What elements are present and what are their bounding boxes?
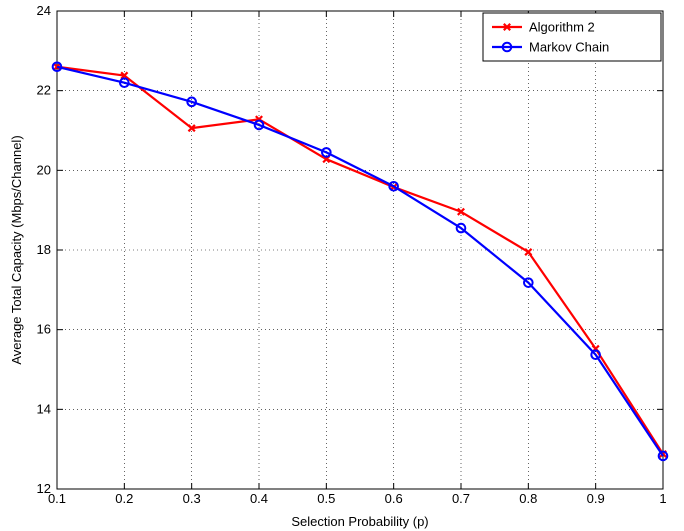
y-axis-title: Average Total Capacity (Mbps/Channel)	[9, 135, 24, 364]
y-axis-tick-labels: 12 14 16 18 20 22 24	[37, 3, 51, 496]
x-tick-label: 0.3	[183, 491, 201, 506]
x-tick-label: 0.4	[250, 491, 268, 506]
x-tick-label: 1	[659, 491, 666, 506]
x-axis-title: Selection Probability (p)	[291, 514, 428, 529]
legend-item-markov-chain: Markov Chain	[492, 40, 609, 55]
data-point-markov-chain	[186, 96, 197, 108]
x-tick-label: 0.8	[519, 491, 537, 506]
legend-item-algorithm-2: Algorithm 2	[492, 20, 595, 35]
legend: Algorithm 2 Markov Chain	[482, 12, 662, 62]
y-tick-label: 16	[37, 322, 51, 337]
legend-label-algorithm-2: Algorithm 2	[529, 20, 595, 35]
data-series	[51, 61, 669, 462]
legend-label-markov-chain: Markov Chain	[529, 40, 609, 55]
data-point-markov-chain	[657, 450, 669, 462]
series-line-algorithm-2	[56, 65, 664, 455]
x-tick-label: 0.2	[115, 491, 133, 506]
legend-marker-markov-chain	[501, 41, 513, 53]
data-point-markov-chain	[253, 119, 265, 131]
x-tick-label: 0.7	[452, 491, 470, 506]
data-point-markov-chain	[523, 277, 534, 288]
legend-items: Algorithm 2 Markov Chain	[492, 20, 609, 55]
grid-lines	[57, 11, 663, 489]
data-point-markov-chain	[455, 222, 467, 234]
x-tick-label: 0.1	[48, 491, 66, 506]
series-line-markov-chain	[56, 65, 664, 457]
x-axis-tick-labels: 0.1 0.2 0.3 0.4 0.5 0.6 0.7 0.8 0.9 1	[48, 491, 667, 506]
axis-ticks	[56, 10, 664, 490]
data-point-algorithm-2	[53, 62, 61, 71]
series-markov-chain	[51, 61, 669, 462]
y-tick-label: 12	[37, 481, 51, 496]
data-point-markov-chain	[590, 349, 601, 361]
data-point-algorithm-2	[457, 207, 465, 216]
x-tick-label: 0.9	[587, 491, 605, 506]
y-tick-label: 22	[37, 83, 51, 98]
data-point-algorithm-2	[120, 71, 129, 80]
legend-box	[482, 12, 662, 62]
data-point-algorithm-2	[524, 248, 533, 256]
y-tick-label: 18	[37, 242, 51, 257]
data-point-markov-chain	[51, 61, 63, 73]
x-tick-label: 0.6	[385, 491, 403, 506]
data-point-markov-chain	[321, 147, 332, 158]
y-tick-label: 14	[37, 401, 51, 416]
data-point-markov-chain	[119, 77, 130, 88]
legend-marker-algorithm-2	[503, 23, 511, 31]
data-point-markov-chain	[388, 180, 399, 192]
y-tick-label: 20	[37, 162, 51, 177]
data-point-algorithm-2	[187, 124, 196, 133]
x-tick-label: 0.5	[317, 491, 335, 506]
y-tick-label: 24	[37, 3, 51, 18]
